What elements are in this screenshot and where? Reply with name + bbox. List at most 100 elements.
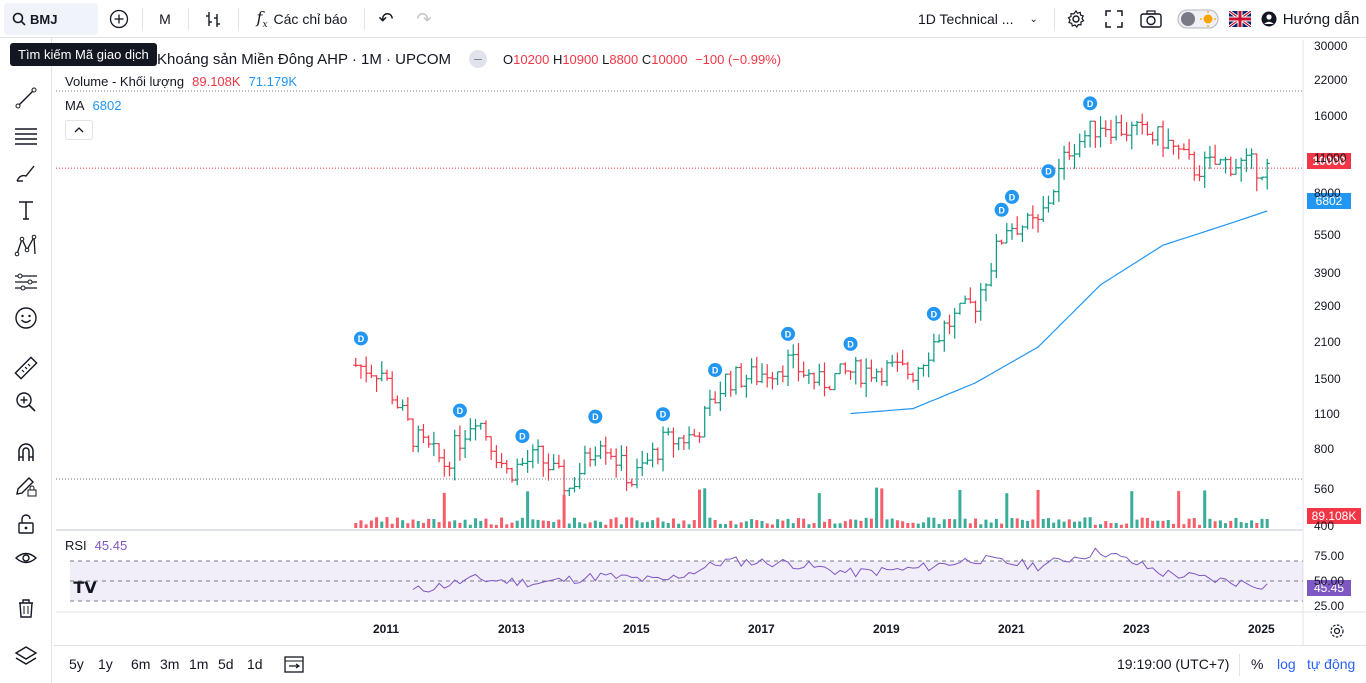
indicators-label: Các chỉ báo: [273, 11, 348, 27]
candle-bar: [1045, 195, 1051, 213]
candle-bar: [509, 467, 515, 483]
candle-bar: [1014, 216, 1020, 236]
candle-bar: [1129, 121, 1135, 150]
settings-button[interactable]: [1064, 0, 1088, 38]
candle-bar: [848, 370, 854, 380]
layout-menu-button[interactable]: 1D Technical ... ⌄: [918, 0, 1050, 38]
text-tool[interactable]: [12, 196, 40, 224]
volume-bar: [666, 523, 670, 528]
chart-type-button[interactable]: [200, 0, 226, 38]
zoom-tool[interactable]: [12, 388, 40, 416]
fullscreen-button[interactable]: [1102, 0, 1126, 38]
candle-bar: [545, 453, 551, 481]
redo-button[interactable]: ↷: [412, 0, 436, 38]
hide-drawings-tool[interactable]: [12, 544, 40, 572]
pattern-tool[interactable]: [12, 232, 40, 260]
candle-bar: [816, 363, 822, 386]
candle-bar: [738, 363, 744, 388]
chevron-down-icon: ⌄: [1029, 13, 1038, 25]
dividend-letter: D: [712, 365, 719, 375]
collapse-legend-button[interactable]: [65, 120, 93, 140]
volume-bar: [515, 520, 519, 528]
language-button[interactable]: [1228, 0, 1252, 38]
volume-bar: [474, 518, 478, 528]
volume-bar: [406, 523, 410, 528]
gear-icon: [1067, 9, 1085, 28]
volume-bar: [359, 520, 363, 528]
tradingview-logo[interactable]: TV: [73, 577, 97, 597]
dividend-letter: D: [592, 412, 599, 422]
candle-bar: [1233, 158, 1239, 175]
brush-tool[interactable]: [12, 160, 40, 188]
object-tree-tool[interactable]: [12, 642, 40, 670]
candle-bar: [535, 439, 541, 464]
redo-icon: ↷: [416, 8, 432, 29]
interval-button[interactable]: M: [159, 11, 171, 27]
candle-bar: [801, 361, 807, 378]
volume-bar: [942, 519, 946, 528]
remove-drawings-tool[interactable]: [12, 594, 40, 622]
candle-bar: [811, 372, 817, 390]
lock-drawing-tool[interactable]: [12, 472, 40, 500]
log-scale-button[interactable]: log: [1277, 656, 1296, 672]
magnet-tool[interactable]: [12, 438, 40, 466]
candle-bar: [905, 361, 911, 380]
forecast-tool[interactable]: [12, 268, 40, 296]
candle-bar: [1019, 225, 1025, 242]
undo-button[interactable]: ↶: [374, 0, 398, 38]
range-button-3m[interactable]: 3m: [160, 656, 180, 672]
volume-bar: [838, 523, 842, 528]
candle-bar: [728, 370, 734, 397]
candle-bar: [874, 368, 880, 383]
symbol-search-button[interactable]: BMJ: [4, 3, 98, 35]
ma-line: [850, 210, 1268, 415]
range-button-5d[interactable]: 5d: [218, 656, 234, 672]
fib-retracement-tool[interactable]: [12, 122, 40, 150]
compare-symbol-button[interactable]: [106, 0, 132, 38]
candle-bar: [691, 428, 697, 437]
measure-tool[interactable]: [12, 354, 40, 382]
percent-scale-button[interactable]: %: [1251, 656, 1264, 672]
lock-all-tool[interactable]: [12, 510, 40, 538]
volume-bar: [1052, 522, 1056, 528]
range-button-1y[interactable]: 1y: [98, 656, 113, 672]
time-axis-label: 2025: [1248, 622, 1275, 636]
axis-settings-button[interactable]: [1329, 623, 1345, 639]
dividend-letter: D: [358, 334, 365, 344]
volume-bar: [484, 518, 488, 528]
dividend-letter: D: [660, 410, 667, 420]
candle-bar: [405, 397, 411, 421]
candle-bar: [764, 364, 770, 388]
bottom-toolbar: 5y 1y 6m 3m 1m 5d 1d 19:19:00 (UTC+7) % log tự…: [53, 645, 1366, 683]
rsi-axis-label: 75.00: [1314, 549, 1345, 563]
range-button-1d[interactable]: 1d: [247, 656, 263, 672]
volume-bar: [875, 487, 879, 528]
range-button-1m[interactable]: 1m: [189, 656, 209, 672]
candle-bar: [1118, 114, 1124, 137]
candle-bar: [853, 356, 859, 385]
uk-flag-icon: [1229, 11, 1251, 27]
volume-bar: [546, 520, 550, 528]
volume-bar: [932, 517, 936, 528]
volume-bar: [1239, 522, 1243, 528]
date-range-button[interactable]: [283, 654, 305, 677]
clock-label[interactable]: 19:19:00 (UTC+7): [1117, 656, 1230, 672]
dividend-circle: [1005, 189, 1019, 204]
volume-bar: [427, 518, 431, 528]
screenshot-button[interactable]: [1138, 0, 1164, 38]
auto-scale-button[interactable]: tự động: [1307, 656, 1356, 672]
indicators-button[interactable]: fx Các chỉ báo: [250, 0, 354, 38]
theme-toggle[interactable]: [1176, 0, 1220, 38]
candle-bar: [478, 422, 484, 430]
volume-bar: [1166, 519, 1170, 528]
volume-bar: [661, 521, 665, 528]
trend-line-tool[interactable]: [12, 84, 40, 112]
range-button-6m[interactable]: 6m: [131, 656, 151, 672]
range-button-5y[interactable]: 5y: [69, 656, 84, 672]
icon-tool[interactable]: [12, 304, 40, 332]
candle-bar: [697, 432, 702, 443]
help-button[interactable]: Hướng dẫn: [1256, 0, 1364, 38]
volume-bar: [390, 523, 394, 528]
legend-more-icon[interactable]: –: [469, 50, 488, 68]
